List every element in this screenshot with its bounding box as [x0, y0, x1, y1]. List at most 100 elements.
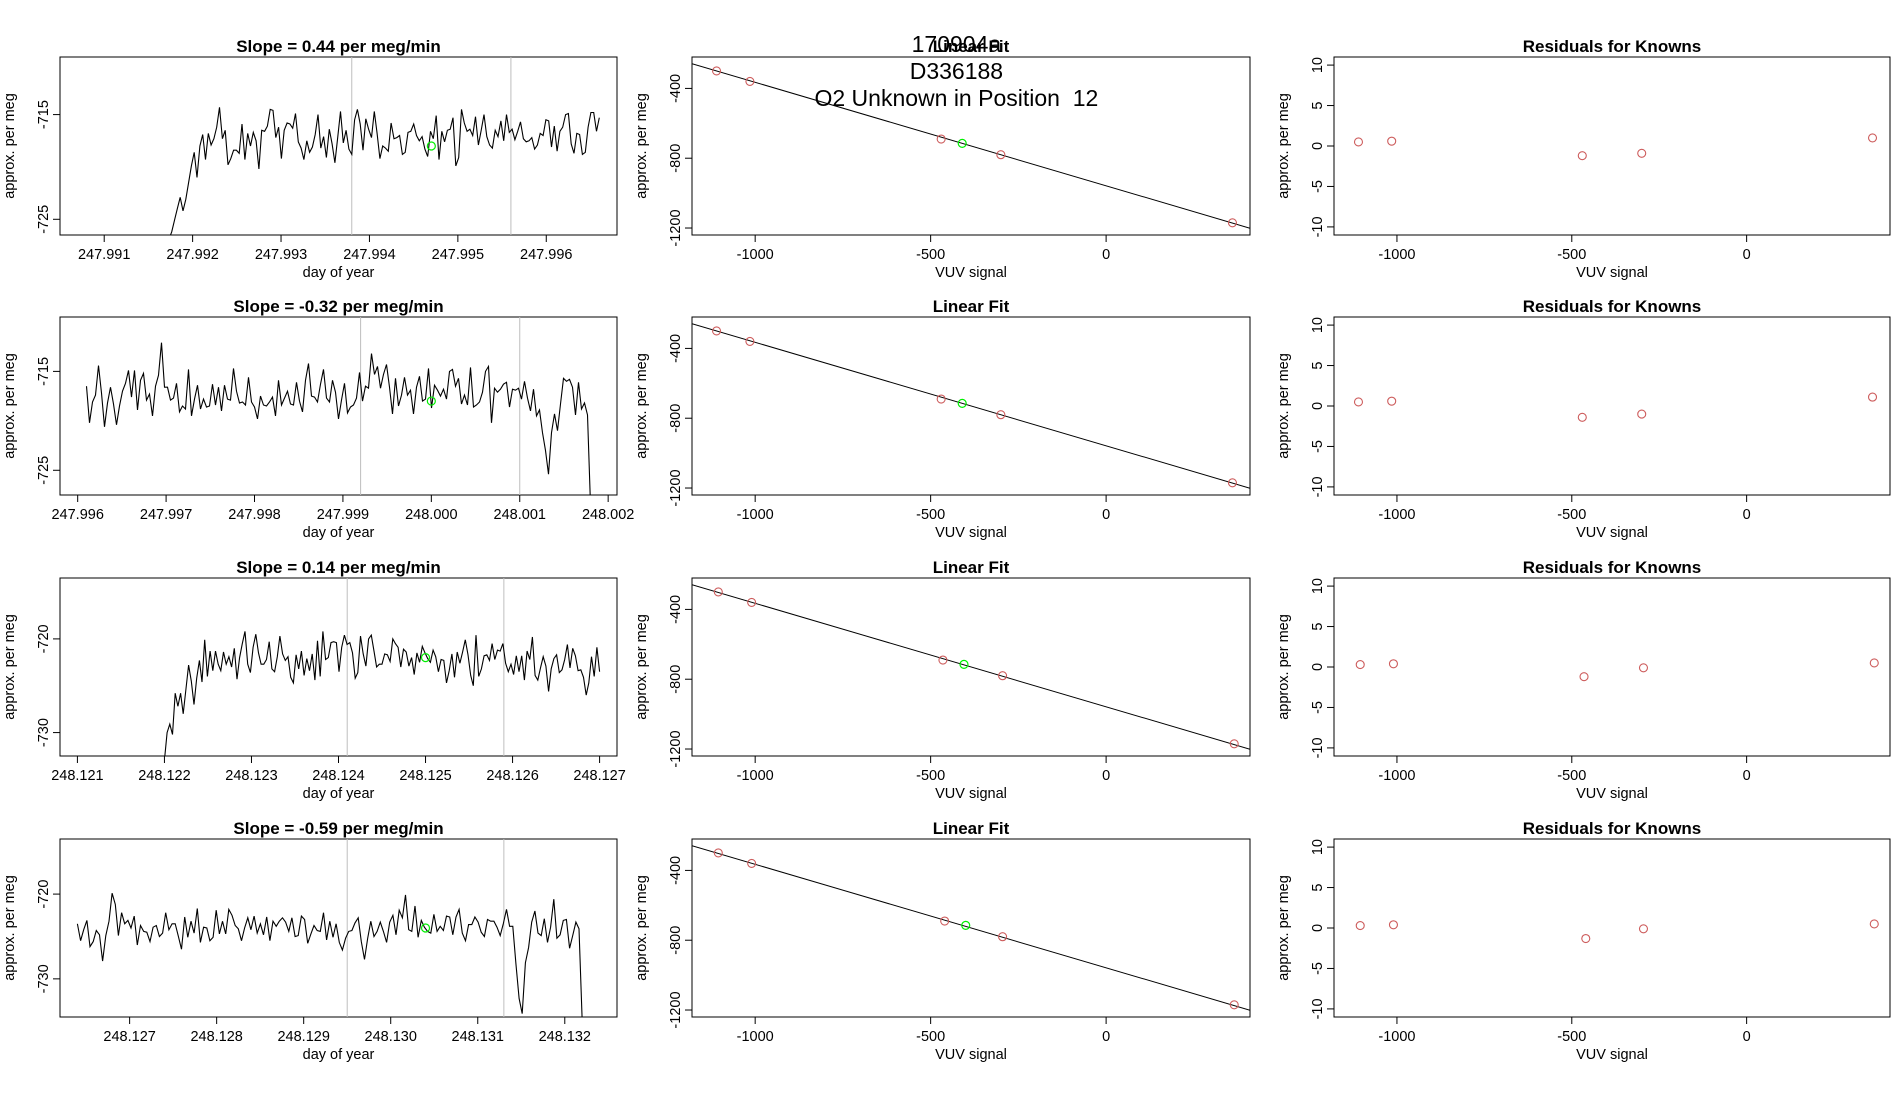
chart-4-2-known-point — [713, 848, 723, 858]
chart-4-1-y-tick-label: -720 — [36, 880, 52, 909]
chart-3-3-title: Residuals for Knowns — [1523, 558, 1702, 577]
chart-4-1-x-tick-label: 248.127 — [103, 1029, 155, 1045]
chart-3-2-y-tick-label: -1200 — [668, 730, 684, 767]
chart-4-1-x-tick-label: 248.131 — [452, 1029, 504, 1045]
chart-4-3-y-tick-label: -5 — [1310, 962, 1326, 975]
chart-4-3-x-tick-label: 0 — [1743, 1029, 1751, 1045]
chart-2-3-known-point — [1577, 412, 1587, 422]
chart-1-2-x-tick-label: -500 — [916, 247, 945, 263]
chart-2-2-known-point — [936, 394, 946, 404]
chart-4-1-title: Slope = -0.59 per meg/min — [233, 819, 443, 838]
chart-2-1-x-tick-label: 247.998 — [228, 507, 280, 523]
chart-3-1-title: Slope = 0.14 per meg/min — [236, 558, 441, 577]
run-id: 170904a — [911, 31, 1002, 57]
chart-3-1-x-tick-label: 248.122 — [138, 768, 190, 784]
chart-4-2-y-tick-label: -400 — [668, 856, 684, 885]
chart-3-2-x-tick-label: -500 — [916, 768, 945, 784]
chart-4-3-title: Residuals for Knowns — [1523, 819, 1702, 838]
chart-1-2-unknown-point — [957, 138, 967, 148]
chart-2-2-x-tick-label: -1000 — [737, 507, 774, 523]
chart-2-3-y-tick-label: 5 — [1310, 362, 1326, 370]
chart-1-3-y-tick-label: 10 — [1310, 57, 1326, 73]
chart-1-2-known-point — [936, 134, 946, 144]
chart-2-2-fit-line — [692, 323, 1250, 489]
chart-1-3-title: Residuals for Knowns — [1523, 37, 1702, 56]
chart-2-3-y-axis-label: approx. per meg — [1276, 353, 1292, 459]
chart-4-1-x-tick-label: 248.128 — [190, 1029, 242, 1045]
chart-3-3-y-tick-label: 10 — [1310, 578, 1326, 594]
chart-2-2-title: Linear Fit — [933, 297, 1010, 316]
chart-1-2-x-tick-label: -1000 — [737, 247, 774, 263]
chart-4-1-x-tick-label: 248.132 — [539, 1029, 591, 1045]
chart-1-1-y-axis-label: approx. per meg — [2, 93, 18, 199]
chart-4-1-trace-line — [76, 893, 583, 1017]
chart-1-2-title: Linear Fit — [933, 37, 1010, 56]
chart-4-1-x-axis-label: day of year — [303, 1047, 375, 1063]
chart-1-3-y-tick-label: -10 — [1310, 216, 1326, 237]
chart-1-3-y-tick-label: 0 — [1310, 142, 1326, 150]
chart-1-1-title: Slope = 0.44 per meg/min — [236, 37, 441, 56]
chart-2-2-x-axis-label: VUV signal — [935, 525, 1007, 541]
chart-1-1-x-tick-label: 247.992 — [166, 247, 218, 263]
chart-3-2-plot-frame — [691, 577, 1251, 757]
page-title: 170904a D336188 O2 Unknown in Position 1… — [0, 4, 1900, 112]
chart-3-2-x-axis-label: VUV signal — [935, 786, 1007, 802]
chart-4-3-known-point — [1355, 921, 1365, 931]
chart-2-3-known-point — [1353, 397, 1364, 407]
chart-2-3-x-tick-label: 0 — [1743, 507, 1751, 523]
chart-4-2-x-tick-label: -1000 — [737, 1029, 774, 1045]
chart-4-3-known-point — [1869, 919, 1879, 929]
chart-1-2-x-axis-label: VUV signal — [935, 265, 1007, 281]
chart-4-2-known-point — [747, 858, 757, 868]
chart-2-3-y-tick-label: 0 — [1310, 402, 1326, 410]
chart-2-2-known-point — [996, 410, 1006, 420]
position-description: O2 Unknown in Position 12 — [814, 85, 1099, 111]
chart-2-1-y-axis-label: approx. per meg — [2, 353, 18, 459]
chart-1-2-fit-line — [692, 63, 1250, 229]
chart-4-1-x-tick-label: 248.129 — [277, 1029, 329, 1045]
chart-4-3-y-tick-label: 5 — [1310, 884, 1326, 892]
chart-2-1-unknown-point — [426, 396, 436, 406]
chart-1-3-known-point — [1867, 133, 1878, 143]
chart-2-2-y-tick-label: -400 — [668, 334, 684, 363]
chart-1-1-x-tick-label: 247.996 — [520, 247, 572, 263]
chart-3-1-unknown-point — [420, 653, 431, 663]
chart-3-3-y-tick-label: -5 — [1310, 701, 1326, 714]
chart-3-1-x-tick-label: 248.126 — [486, 768, 538, 784]
chart-1-1-y-tick-label: -715 — [36, 100, 52, 129]
chart-4-3-y-tick-label: 0 — [1310, 924, 1326, 932]
chart-3-2-y-tick-label: -800 — [668, 665, 684, 694]
chart-3-2-known-point — [1229, 739, 1239, 749]
chart-3-1-x-tick-label: 248.121 — [51, 768, 103, 784]
chart-1-2-y-tick-label: -800 — [668, 144, 684, 173]
chart-3-2-known-point — [938, 655, 948, 665]
chart-3-2-known-point — [998, 671, 1008, 681]
chart-4-3-y-tick-label: 10 — [1310, 839, 1326, 855]
chart-2-3-title: Residuals for Knowns — [1523, 297, 1702, 316]
chart-1-2-known-point — [996, 150, 1006, 160]
chart-4-3-known-point — [1388, 920, 1398, 930]
chart-2-3-y-tick-label: -10 — [1310, 476, 1326, 497]
chart-4-1-plot-frame — [59, 838, 618, 1018]
chart-1-3-known-point — [1353, 137, 1364, 147]
chart-1-2-known-point — [712, 66, 722, 76]
chart-3-3-x-axis-label: VUV signal — [1576, 786, 1648, 802]
chart-1-1-x-axis-label: day of year — [303, 265, 375, 281]
chart-2-3-x-tick-label: -500 — [1557, 507, 1586, 523]
chart-4-2-x-tick-label: -500 — [916, 1029, 945, 1045]
chart-4-3-y-tick-label: -10 — [1310, 998, 1326, 1019]
chart-4-3-known-point — [1638, 924, 1649, 934]
chart-3-1-y-tick-label: -720 — [36, 624, 52, 653]
chart-2-1-x-tick-label: 247.997 — [140, 507, 192, 523]
chart-3-1-y-tick-label: -730 — [36, 718, 52, 747]
chart-2-1-x-axis-label: day of year — [303, 525, 375, 541]
chart-3-3-x-tick-label: -1000 — [1378, 768, 1415, 784]
chart-2-3-x-tick-label: -1000 — [1378, 507, 1415, 523]
chart-1-3-y-axis-label: approx. per meg — [1276, 93, 1292, 199]
chart-4-3-known-point — [1581, 933, 1591, 944]
chart-2-1-x-tick-label: 248.002 — [582, 507, 634, 523]
chart-2-2-y-tick-label: -1200 — [668, 469, 684, 506]
chart-2-2-known-point — [712, 326, 722, 336]
chart-4-1-unknown-point — [420, 923, 431, 933]
chart-2-2-unknown-point — [957, 398, 967, 408]
